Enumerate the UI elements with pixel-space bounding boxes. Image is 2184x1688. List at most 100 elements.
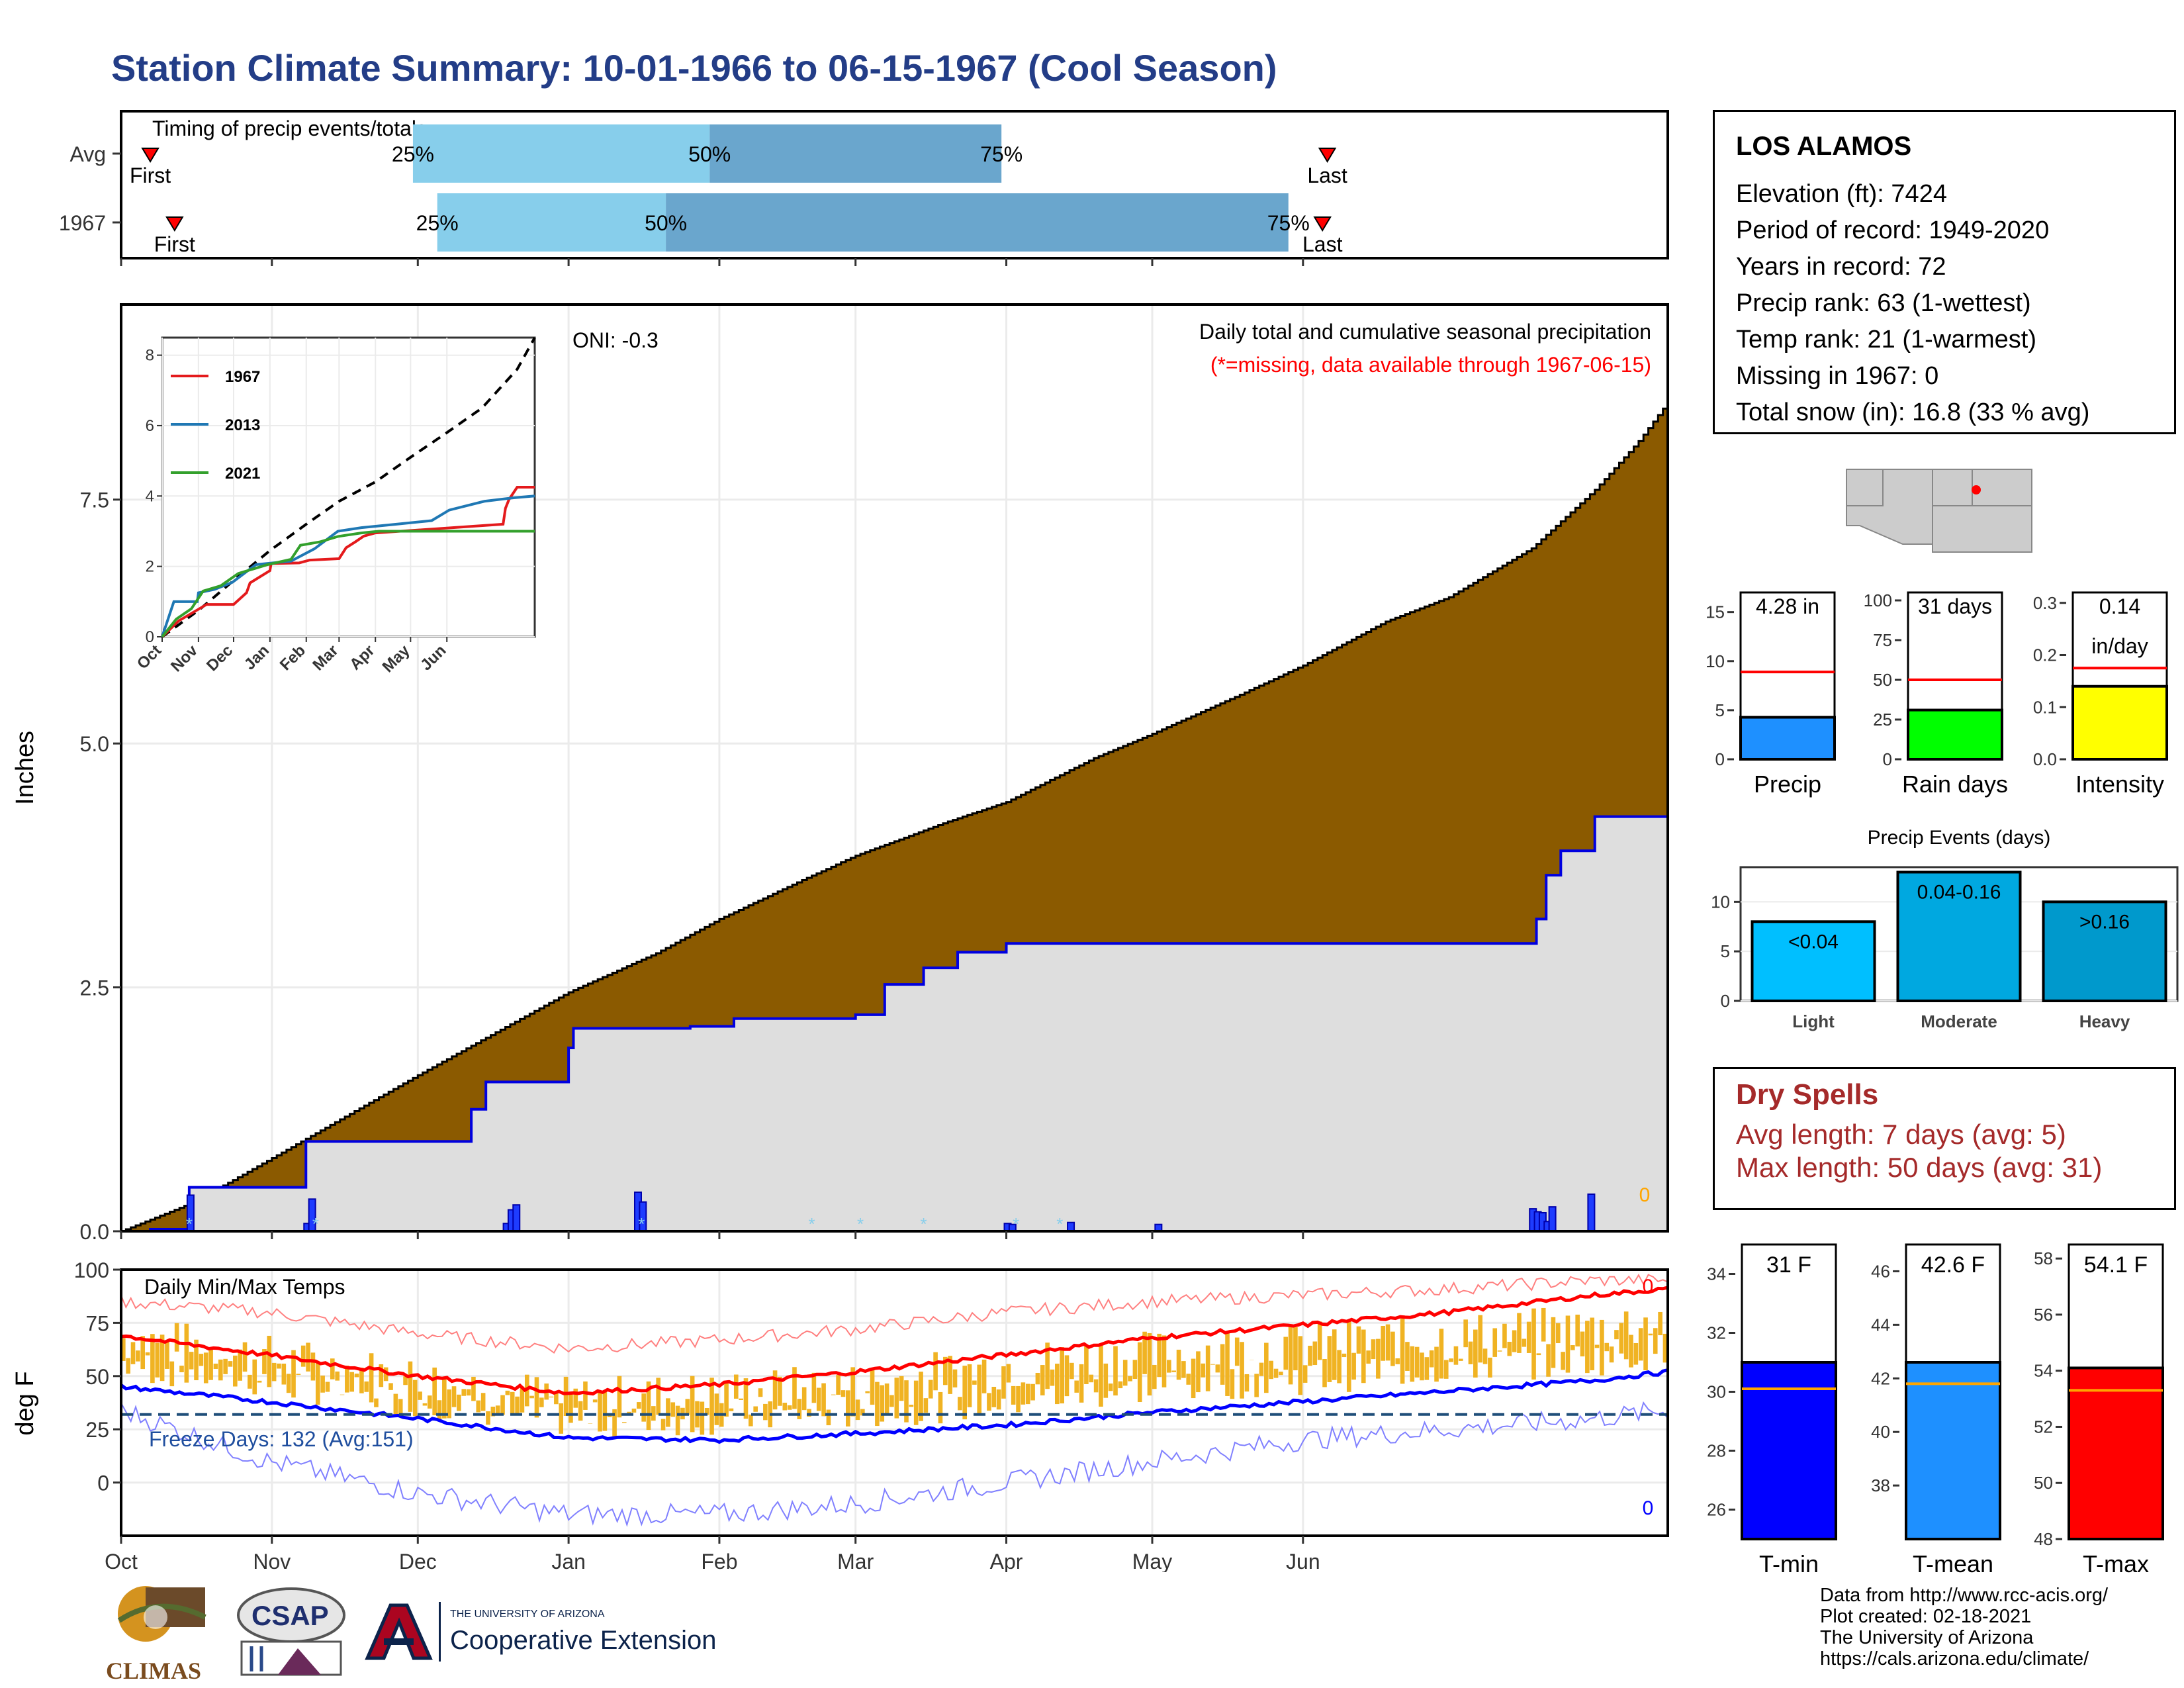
daily-temp-range-bar: [1638, 1328, 1643, 1361]
daily-temp-range-bar: [563, 1376, 569, 1417]
temp-y-tick-label: 0: [97, 1472, 109, 1495]
daily-temp-range-bar: [1045, 1342, 1050, 1389]
daily-temp-range-bar: [257, 1380, 262, 1383]
daily-temp-range-bar: [967, 1364, 972, 1407]
daily-temp-range-bar: [870, 1368, 875, 1405]
daily-temp-range-bar: [194, 1339, 199, 1381]
stat-value-label: 0.14: [2099, 594, 2140, 618]
daily-temp-range-bar: [617, 1376, 622, 1418]
temp-panel-title: Daily Min/Max Temps: [144, 1275, 345, 1299]
daily-temp-range-bar: [1332, 1329, 1337, 1380]
temperature-stat-bars: 26 28 30 32 34 T-min 31 F 38 40 42 44 46 T-mean 42.6 …: [1707, 1243, 2164, 1577]
daily-temp-range-bar: [1414, 1346, 1420, 1378]
daily-temp-range-bar: [1205, 1345, 1210, 1391]
daily-temp-range-bar: [242, 1342, 248, 1372]
timing-row-label: Avg: [69, 142, 106, 166]
daily-temp-range-bar: [1074, 1380, 1079, 1393]
daily-temp-range-bar: [208, 1348, 213, 1380]
last-event-label: Last: [1307, 164, 1347, 187]
daily-temp-range-bar: [1541, 1307, 1546, 1342]
daily-temp-range-bar: [223, 1358, 228, 1374]
daily-temp-range-bar: [700, 1401, 705, 1435]
temp-t-min-bar: [1741, 1361, 1837, 1540]
daily-temp-range-bar: [1210, 1364, 1215, 1365]
daily-temp-range-bar: [1346, 1321, 1351, 1392]
station-line: Missing in 1967: 0: [1736, 362, 1939, 390]
ua-a-icon: [365, 1603, 433, 1660]
credit-line: https://cals.arizona.edu/climate/: [1820, 1648, 2089, 1669]
daily-temp-range-bar: [388, 1383, 393, 1390]
daily-temp-range-bar: [169, 1361, 175, 1387]
month-axis-label: Jan: [551, 1550, 586, 1572]
daily-temp-range-bar: [690, 1376, 695, 1432]
temp-t-max-y-tick-label: 48: [2034, 1529, 2053, 1549]
daily-temp-range-bar: [1629, 1335, 1633, 1368]
daily-temp-range-bar: [962, 1366, 968, 1420]
daily-temp-range-bar: [296, 1374, 301, 1376]
daily-temp-range-bar: [349, 1372, 355, 1392]
daily-temp-range-bar: [583, 1381, 588, 1410]
daily-temp-range-bar: [218, 1359, 223, 1381]
daily-temp-range-bar: [948, 1356, 952, 1394]
temp-t-mean-y-tick-label: 44: [1871, 1315, 1890, 1335]
daily-temp-range-bar: [1497, 1350, 1502, 1352]
station-line: Temp rank: 21 (1-warmest): [1736, 326, 2037, 353]
temp-t-max-label: T-max: [2083, 1550, 2149, 1577]
daily-temp-range-bar: [569, 1393, 573, 1423]
precip-y-axis-label: Inches: [11, 731, 39, 805]
daily-temp-range-bar: [1264, 1342, 1269, 1393]
daily-temp-range-bar: [471, 1376, 476, 1401]
daily-temp-range-bar: [1308, 1345, 1312, 1366]
locator-map: [1840, 459, 2038, 559]
daily-temp-range-bar: [758, 1388, 763, 1397]
trace-precip-marker: *: [312, 1214, 319, 1234]
daily-temp-range-bar: [772, 1370, 778, 1410]
daily-temp-range-bar: [1147, 1333, 1152, 1396]
temp-t-min-y-tick-label: 34: [1707, 1264, 1726, 1284]
month-axis-label: Mar: [837, 1550, 874, 1572]
daily-temp-range-bar: [345, 1366, 349, 1393]
last-event-marker: [1313, 216, 1332, 232]
inset-legend-label: 2021: [225, 465, 260, 483]
climas-logo: CLIMAS: [106, 1581, 218, 1684]
daily-temp-range-bar: [286, 1374, 291, 1393]
inset-y-tick-label: 4: [146, 487, 154, 505]
precip-events-chart: Precip Events (days) 0 5 10 <0.04 Light 0.04-0…: [1711, 827, 2179, 1031]
precip-y-tick-label: 5.0: [80, 732, 109, 756]
timing-p75-label: 75%: [1267, 211, 1310, 235]
daily-temp-range-bar: [1302, 1365, 1308, 1383]
daily-temp-range-bar: [447, 1389, 452, 1419]
daily-temp-range-bar: [1001, 1366, 1006, 1399]
daily-temp-range-bar: [850, 1367, 855, 1417]
precip-event-bar: [1896, 870, 2022, 1003]
daily-temp-range-bar: [1536, 1353, 1541, 1356]
daily-temp-range-bar: [451, 1386, 457, 1407]
daily-temp-range-bar: [1225, 1333, 1230, 1396]
daily-temp-range-bar: [1546, 1344, 1551, 1377]
daily-temp-range-bar: [364, 1381, 369, 1392]
daily-temp-range-bar: [875, 1382, 880, 1427]
station-line: Years in record: 72: [1736, 253, 1946, 281]
daily-temp-range-bar: [140, 1336, 146, 1370]
daily-temp-range-bar: [1526, 1321, 1531, 1353]
precip-event-bar: [1751, 920, 1876, 1002]
daily-temp-range-bar: [520, 1386, 525, 1413]
temp-t-mean-bar: [1905, 1361, 2001, 1540]
daily-temp-range-bar: [977, 1364, 982, 1415]
daily-temp-range-bar: [637, 1402, 641, 1409]
daily-temp-range-bar: [880, 1385, 885, 1422]
daily-temp-range-bar: [1434, 1346, 1439, 1382]
daily-temp-range-bar: [1429, 1350, 1434, 1368]
stat-precip-label: Precip: [1754, 771, 1821, 798]
daily-temp-range-bar: [651, 1406, 656, 1421]
daily-temp-range-bar: [1482, 1348, 1488, 1364]
inset-series-line: [161, 494, 535, 637]
temp-t-mean-y-tick-label: 42: [1871, 1368, 1890, 1388]
daily-temp-range-bar: [136, 1350, 140, 1362]
timing-p75-label: 75%: [980, 142, 1023, 166]
daily-temp-range-bar: [1030, 1383, 1035, 1401]
daily-temp-range-bar: [1230, 1369, 1235, 1399]
dry-spells-box: Dry Spells Avg length: 7 days (avg: 5) M…: [1713, 1067, 2176, 1210]
inset-y-tick-label: 0: [146, 628, 154, 646]
temp-t-min-y-tick-label: 30: [1707, 1382, 1726, 1402]
